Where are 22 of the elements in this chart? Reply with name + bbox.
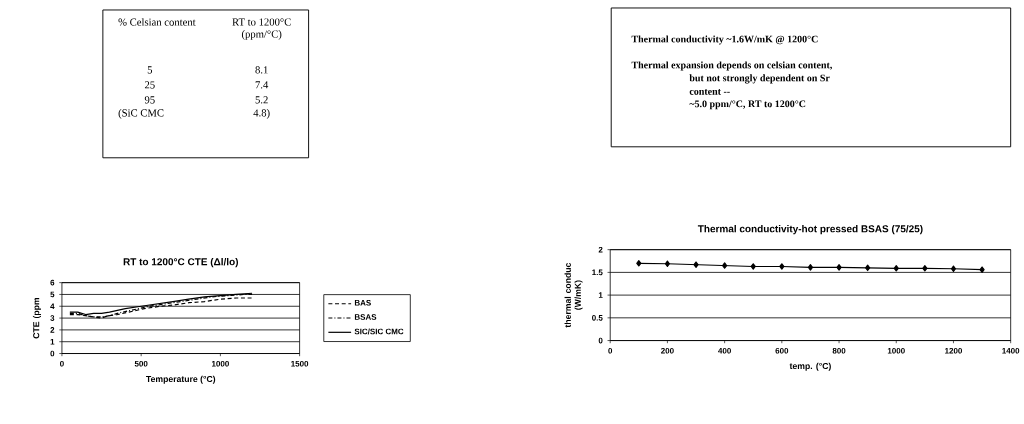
x-axis-title: Temperature (°C) (146, 375, 216, 384)
text: but not strongly dependent on Sr (689, 74, 830, 84)
text: (SiC CMC (118, 108, 164, 119)
y-axis-title: CTE (ppm (32, 297, 41, 339)
text: 7.4 (255, 81, 269, 89)
chart-title: RT to 1200°C CTE (Δl/lo) (123, 257, 239, 268)
text: 8.1 (255, 66, 268, 74)
text: RT to 1200°C (232, 18, 291, 26)
text: 5.2 (255, 96, 268, 104)
chart-title: Thermal conductivity-hot pressed BSAS (75/25) (697, 224, 923, 235)
text: content -- (689, 88, 730, 95)
text: 5 (147, 66, 153, 74)
text: 4.8) (253, 108, 270, 119)
text: ~5.0 ppm/°C, RT to 1200°C (689, 100, 806, 110)
text: Thermal conductivity ~1.6W/mK @ 1200°C (631, 35, 818, 45)
text: % Celsian content (118, 17, 196, 26)
text: 25 (144, 81, 155, 89)
y-axis-title: thermal conduc (W/mK) (564, 262, 583, 328)
x-axis-title: temp. (°C) (789, 362, 831, 371)
text: 95 (144, 96, 155, 104)
text: (ppm/°C) (241, 29, 282, 40)
text: Thermal expansion depends on celsian content, (631, 61, 832, 71)
